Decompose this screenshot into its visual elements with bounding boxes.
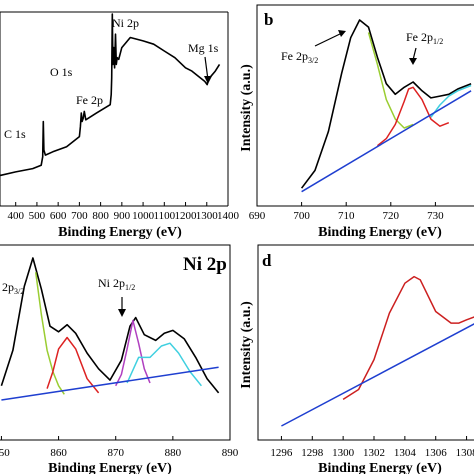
panel-a-xtick-label: 1300 — [196, 210, 219, 222]
panel-c-series-0 — [0, 257, 220, 394]
peak-label-ni2p12: Ni 2p1/2 — [98, 276, 135, 292]
panel-d-plot: 1296 1298 1300 1302 1304 1306 1308 — [270, 275, 474, 459]
peak-label-ni2p: Ni 2p — [112, 16, 139, 30]
peak-label-fe2p: Fe 2p — [76, 93, 103, 107]
panel-c-plot: 850 860 870 880 890 — [0, 257, 239, 459]
panel-b-xlabel: Binding Energy (eV) — [318, 225, 442, 240]
panel-b-xtick-label: 690 — [249, 210, 266, 222]
panel-d-xtick-label: 1296 — [270, 447, 293, 459]
panel-d-series-0 — [342, 275, 474, 401]
peak-label-mg1s: Mg 1s — [188, 41, 219, 55]
panel-b — [256, 4, 474, 207]
panel-b-frame — [256, 4, 474, 207]
panel-c-frame — [0, 244, 231, 441]
panel-a-xtick-label: 1000 — [132, 210, 155, 222]
panel-c-title: Ni 2p — [183, 254, 227, 275]
panel-c-xlabel: Binding Energy (eV) — [48, 461, 172, 474]
panel-a — [0, 11, 229, 207]
panel-c-series-1 — [34, 272, 65, 395]
panel-d-xlabel: Binding Energy (eV) — [318, 461, 442, 474]
fe2p12-arrow-head — [409, 58, 417, 65]
panel-c — [0, 244, 231, 441]
panel-d-letter: d — [262, 251, 272, 270]
panel-a-xtick-label: 400 — [7, 210, 24, 222]
panel-a-plot: 400 500 600 700 800 900 1000 1100 1200 1300 1400 — [0, 13, 240, 222]
panel-b-plot: 690 700 710 720 730 — [249, 19, 472, 222]
panel-d-xtick-label: 1304 — [394, 447, 417, 459]
panel-c-xtick-label: 890 — [222, 447, 239, 459]
panel-b-series-0 — [300, 19, 472, 189]
peak-label-c1s: C 1s — [4, 127, 26, 141]
panel-a-xtick-label: 900 — [114, 210, 131, 222]
panel-d-ylabel: Intensity (a.u.) — [239, 301, 254, 389]
panel-d-xtick-label: 1308 — [456, 447, 474, 459]
panel-c-series-2 — [46, 336, 100, 394]
panel-b-xtick-label: 720 — [383, 210, 400, 222]
panel-a-xtick-label: 1400 — [217, 210, 240, 222]
fe2p32-arrow-head — [338, 30, 346, 37]
panel-c-series-4 — [126, 342, 202, 387]
panel-b-ylabel: Intensity (a.u.) — [239, 64, 254, 152]
panel-d-xtick-label: 1306 — [425, 447, 448, 459]
panel-c-xtick-label: 860 — [50, 447, 67, 459]
panel-c-xtick-label: 850 — [0, 447, 10, 459]
panel-d-frame — [257, 244, 474, 441]
fe2p32-arrow — [314, 32, 343, 47]
panel-d-xtick-label: 1302 — [363, 447, 385, 459]
peak-label-ni2p32: 2p3/2 — [2, 280, 24, 296]
panel-a-xtick-label: 600 — [50, 210, 67, 222]
panel-a-xtick-label: 700 — [71, 210, 88, 222]
panel-d-xtick-label: 1298 — [301, 447, 324, 459]
panel-d-xtick-label: 1300 — [332, 447, 355, 459]
panel-b-xtick-label: 700 — [293, 210, 310, 222]
panel-b-letter: b — [264, 10, 273, 29]
ni2p12-arrow-head — [118, 309, 126, 317]
panel-d — [257, 244, 474, 441]
panel-b-xtick-label: 710 — [338, 210, 355, 222]
panel-d-series-1 — [281, 323, 474, 427]
panel-a-xtick-label: 1200 — [175, 210, 198, 222]
panel-a-xtick-label: 500 — [29, 210, 46, 222]
peak-label-fe2p12: Fe 2p1/2 — [406, 30, 443, 46]
peak-label-o1s: O 1s — [50, 65, 73, 79]
panel-a-xlabel: Binding Energy (eV) — [58, 225, 182, 240]
panel-c-xtick-label: 870 — [107, 447, 124, 459]
panel-a-series-0 — [0, 13, 221, 177]
panel-c-series-3 — [115, 319, 151, 387]
panel-c-xtick-label: 880 — [165, 447, 182, 459]
panel-b-series-4 — [301, 90, 472, 193]
panel-b-xtick-label: 730 — [427, 210, 444, 222]
mg1s-arrow-head — [204, 76, 212, 84]
panel-b-series-3 — [430, 84, 472, 118]
panel-a-xtick-label: 1100 — [154, 210, 176, 222]
panel-b-series-2 — [376, 86, 450, 147]
panel-b-series-1 — [367, 32, 414, 129]
peak-label-fe2p32: Fe 2p3/2 — [281, 49, 318, 65]
panel-a-xtick-label: 800 — [92, 210, 109, 222]
panel-c-series-5 — [1, 366, 219, 401]
